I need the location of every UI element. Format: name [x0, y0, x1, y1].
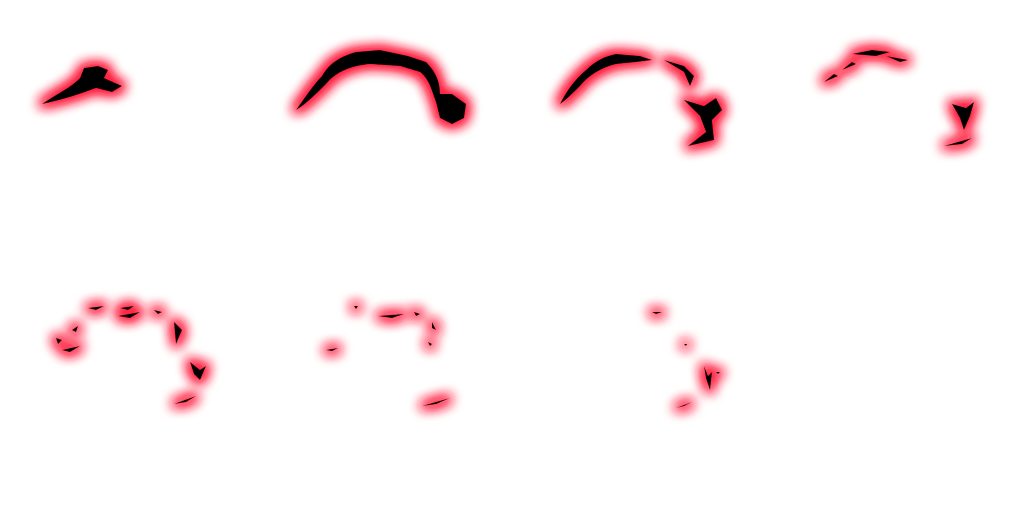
slash-shape — [296, 50, 466, 124]
frame-4 — [824, 50, 974, 146]
frame-5 — [56, 306, 206, 404]
slash-fragment — [72, 326, 78, 332]
slash-fragment — [56, 338, 62, 344]
slash-fragment — [174, 396, 196, 404]
slash-fragment — [886, 56, 908, 62]
slash-fragment — [842, 62, 856, 70]
slash-fragment — [118, 312, 140, 318]
slash-fragment — [174, 322, 182, 344]
slash-fragment — [684, 344, 687, 346]
slash-fragment — [190, 362, 206, 380]
slash-fragment — [952, 102, 974, 130]
frame-7 — [652, 312, 720, 408]
slash-fragment — [120, 306, 134, 310]
slash-fragment — [652, 312, 662, 314]
slash-fragment — [154, 310, 162, 314]
slash-fragment — [432, 322, 436, 330]
slash-fragment — [62, 346, 80, 352]
slash-shape — [684, 98, 722, 146]
slash-shape — [42, 66, 122, 104]
frame-3 — [560, 54, 722, 146]
slash-fragment — [716, 372, 720, 374]
slash-fragment — [326, 348, 338, 351]
slash-fragment — [414, 312, 420, 316]
slash-fragment — [944, 138, 972, 146]
frame-2 — [296, 50, 466, 124]
slash-fragment — [704, 366, 712, 390]
slash-fragment — [88, 306, 104, 310]
slash-fragment — [428, 342, 432, 346]
slash-shape — [560, 54, 652, 104]
slash-fragment — [354, 306, 358, 309]
slash-fragment — [422, 398, 450, 406]
slash-fragment — [378, 314, 404, 318]
slash-fragment — [676, 402, 692, 408]
slash-fragment — [852, 50, 890, 56]
frame-1 — [42, 66, 122, 104]
slash-fragment — [824, 74, 838, 82]
slash-shape — [664, 60, 694, 86]
frame-6 — [326, 306, 450, 406]
